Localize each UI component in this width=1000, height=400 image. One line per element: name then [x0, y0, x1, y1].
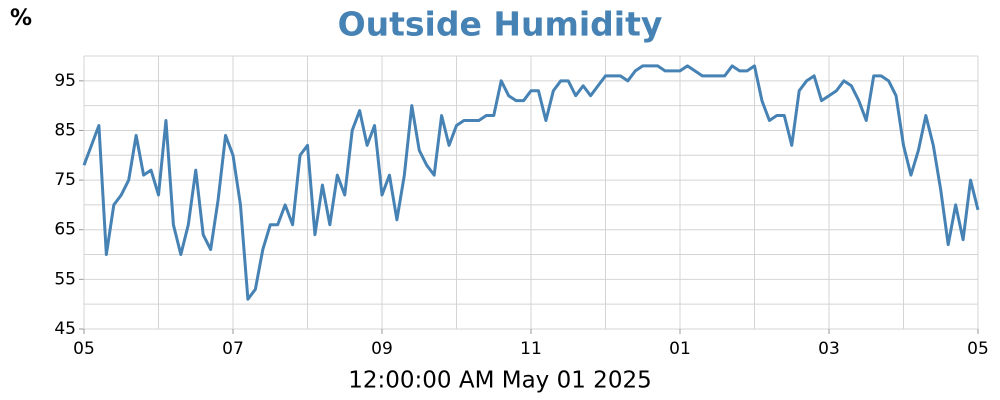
x-tick-label: 03	[818, 339, 840, 359]
y-tick-label: 85	[54, 120, 76, 140]
y-tick-label: 65	[54, 220, 76, 240]
x-tick-label: 07	[222, 339, 244, 359]
y-tick-label: 55	[54, 269, 76, 289]
data-line	[82, 64, 980, 301]
y-unit: %	[10, 6, 32, 31]
x-axis-label: 12:00:00 AM May 01 2025	[348, 368, 651, 394]
x-tick-label: 11	[520, 339, 542, 359]
x-tick-label: 05	[73, 339, 95, 359]
chart-title: Outside Humidity	[338, 5, 663, 44]
x-tick-label: 01	[669, 339, 691, 359]
x-tick-label: 09	[371, 339, 393, 359]
x-tick-label: 05	[967, 339, 989, 359]
y-tick-label: 45	[54, 319, 76, 339]
y-tick-label: 95	[54, 71, 76, 91]
y-tick-label: 75	[54, 170, 76, 190]
